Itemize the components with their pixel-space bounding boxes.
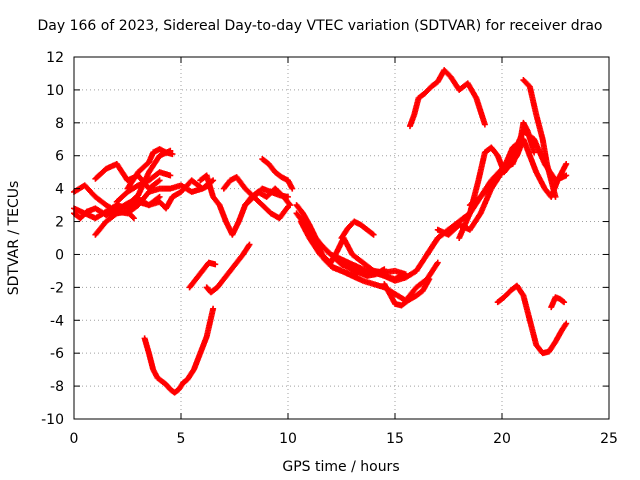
data-point bbox=[285, 203, 291, 210]
x-tick-label: 15 bbox=[386, 431, 404, 447]
y-axis-label: SDTVAR / TECUs bbox=[6, 181, 22, 296]
y-tick-label: 0 bbox=[55, 247, 64, 263]
x-axis-label: GPS time / hours bbox=[282, 459, 399, 475]
grid-lines bbox=[74, 57, 609, 419]
data-point bbox=[552, 193, 559, 200]
data-point bbox=[369, 230, 376, 237]
data-point bbox=[212, 261, 219, 268]
y-tick-label: 12 bbox=[46, 50, 64, 66]
series-10 bbox=[186, 259, 219, 291]
data-point bbox=[246, 241, 253, 248]
data-point bbox=[156, 177, 163, 184]
data-point bbox=[531, 149, 538, 156]
data-point bbox=[370, 231, 377, 238]
x-tick-label: 20 bbox=[493, 431, 511, 447]
y-tick-label: 2 bbox=[55, 215, 64, 231]
series-13 bbox=[220, 174, 291, 222]
data-point bbox=[561, 299, 568, 306]
data-point bbox=[129, 214, 136, 221]
data-point bbox=[563, 320, 570, 327]
data-point bbox=[400, 271, 407, 278]
data-point bbox=[434, 259, 441, 266]
data-marks bbox=[71, 67, 570, 396]
series-26 bbox=[466, 119, 538, 209]
tick-labels: 0 5 10 15 20 25 -10 -8 -6 -4 -2 0 2 4 6 8 10 12 bbox=[41, 50, 618, 447]
y-tick-label: 6 bbox=[55, 149, 64, 165]
y-tick-label: -2 bbox=[50, 280, 64, 296]
data-point bbox=[285, 193, 291, 200]
data-point bbox=[381, 266, 388, 273]
data-point bbox=[563, 172, 570, 179]
series-15 bbox=[259, 156, 296, 192]
data-point bbox=[426, 276, 433, 283]
data-point bbox=[559, 298, 566, 305]
data-point bbox=[563, 160, 570, 167]
plot-frame bbox=[73, 56, 610, 420]
data-point bbox=[481, 121, 488, 128]
chart-title: Day 166 of 2023, Sidereal Day-to-day VTE… bbox=[37, 18, 603, 34]
series-27 bbox=[406, 67, 488, 130]
y-tick-label: -4 bbox=[50, 313, 64, 329]
series-30 bbox=[548, 294, 568, 311]
data-point bbox=[210, 177, 217, 184]
data-point bbox=[289, 185, 296, 192]
y-tick-label: 4 bbox=[55, 182, 64, 198]
series-21 bbox=[338, 218, 377, 241]
series-22 bbox=[381, 276, 433, 309]
x-tick-label: 10 bbox=[279, 431, 297, 447]
y-tick-label: 8 bbox=[55, 116, 64, 132]
series-4 bbox=[92, 208, 137, 238]
x-tick-label: 25 bbox=[600, 431, 618, 447]
data-point bbox=[169, 151, 176, 158]
y-tick-label: -8 bbox=[50, 379, 64, 395]
data-point bbox=[167, 147, 174, 154]
data-point bbox=[210, 305, 217, 312]
series-9 bbox=[141, 305, 217, 396]
data-point bbox=[155, 178, 162, 185]
series-11 bbox=[203, 241, 253, 296]
series-29 bbox=[494, 282, 570, 357]
y-tick-label: 10 bbox=[46, 83, 64, 99]
series-8 bbox=[124, 147, 174, 209]
series-14 bbox=[242, 185, 291, 209]
y-tick-label: -10 bbox=[41, 412, 64, 428]
series-28 bbox=[520, 77, 559, 200]
data-point bbox=[130, 215, 137, 222]
x-tick-label: 0 bbox=[70, 431, 79, 447]
data-point bbox=[167, 172, 174, 179]
y-tick-label: -6 bbox=[50, 346, 64, 362]
x-tick-label: 5 bbox=[177, 431, 186, 447]
series-3 bbox=[71, 177, 217, 222]
